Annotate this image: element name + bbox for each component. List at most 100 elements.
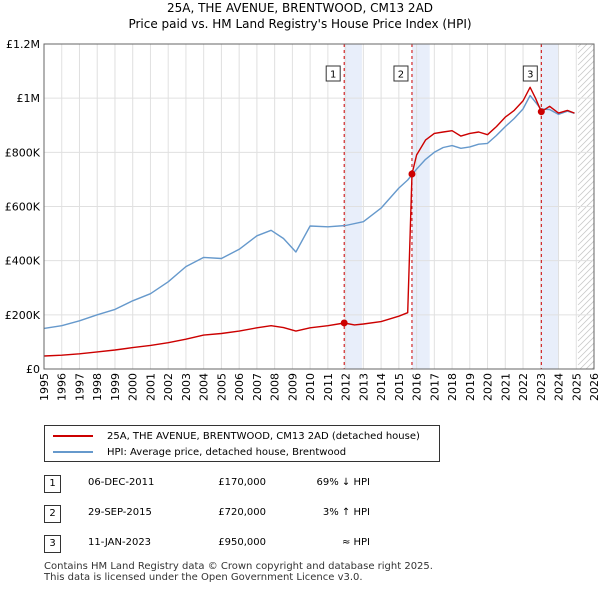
future-hatch (577, 66, 595, 84)
future-hatch (577, 120, 595, 138)
future-hatch (577, 43, 588, 54)
y-tick-label: £1M (17, 92, 41, 105)
future-hatch (577, 156, 595, 174)
future-hatch (577, 132, 595, 150)
x-tick-label: 2005 (215, 373, 228, 401)
future-hatch (577, 108, 595, 126)
x-tick-label: 2013 (357, 373, 370, 401)
future-hatch (579, 354, 595, 370)
x-tick-label: 2024 (553, 373, 566, 401)
sale-point (408, 170, 416, 178)
transaction-date: 29-SEP-2015 (88, 507, 152, 518)
x-tick-label: 2008 (269, 373, 282, 401)
y-tick-label: £400K (5, 255, 41, 268)
x-tick-label: 2017 (428, 373, 441, 401)
x-tick-label: 1998 (91, 373, 104, 401)
x-tick-label: 2016 (411, 373, 424, 401)
legend-item-hpi: HPI: Average price, detached house, Bren… (53, 445, 346, 459)
transaction-hpi: 69% ↓ HPI (316, 477, 370, 488)
hpi-series-line (43, 94, 575, 330)
future-hatch (577, 174, 595, 192)
future-hatch (577, 150, 595, 168)
x-tick-label: 1996 (56, 373, 69, 401)
future-hatch (577, 72, 595, 90)
future-hatch (577, 228, 595, 246)
future-hatch (577, 294, 595, 312)
future-hatch (577, 234, 595, 252)
marker-label-box (522, 65, 538, 82)
x-tick-label: 2000 (127, 373, 140, 401)
y-tick-label: £600K (5, 201, 41, 214)
future-hatch (577, 126, 595, 144)
transaction-date: 06-DEC-2011 (88, 477, 155, 488)
future-hatch (577, 90, 595, 108)
x-tick-label: 2019 (464, 373, 477, 401)
transaction-number: 2 (44, 505, 61, 523)
future-hatch (577, 336, 595, 354)
marker-label: 3 (527, 70, 533, 81)
x-tick-label: 2020 (482, 373, 495, 401)
x-tick-label: 2012 (340, 373, 353, 401)
future-hatch (577, 348, 595, 366)
future-hatch (577, 43, 594, 60)
future-hatch (577, 144, 595, 162)
transaction-price: £950,000 (218, 537, 266, 548)
future-hatch (577, 198, 595, 216)
legend-swatch-red (53, 435, 93, 437)
x-tick-label: 2003 (180, 373, 193, 401)
y-tick-label: £800K (5, 146, 41, 159)
legend: 25A, THE AVENUE, BRENTWOOD, CM13 2AD (de… (44, 425, 440, 462)
footer-copyright: Contains HM Land Registry data © Crown c… (44, 561, 433, 572)
chart-title: 25A, THE AVENUE, BRENTWOOD, CM13 2AD (166, 1, 434, 15)
x-tick-label: 2002 (162, 373, 175, 401)
x-tick-label: 2026 (588, 373, 600, 401)
y-tick-label: £200K (5, 309, 41, 322)
x-tick-label: 2014 (375, 373, 388, 401)
x-tick-label: 2010 (304, 373, 317, 401)
x-tick-label: 2025 (570, 373, 583, 401)
future-hatch (577, 204, 595, 222)
x-tick-label: 2004 (198, 373, 211, 401)
future-hatch (577, 162, 595, 180)
x-tick-label: 2021 (499, 373, 512, 401)
future-hatch (577, 210, 595, 228)
x-tick-label: 2011 (322, 373, 335, 401)
future-hatch (585, 360, 595, 370)
x-tick-label: 1997 (73, 373, 86, 401)
transaction-number: 3 (44, 535, 61, 553)
x-tick-label: 2023 (535, 373, 548, 401)
x-tick-label: 2001 (144, 373, 157, 401)
future-hatch (577, 276, 595, 294)
future-hatch (577, 288, 595, 306)
future-hatch (577, 78, 595, 96)
transaction-price: £720,000 (218, 507, 266, 518)
transaction-hpi: ≈ HPI (341, 537, 370, 548)
x-tick-label: 2018 (446, 373, 459, 401)
y-tick-label: £0 (26, 363, 40, 376)
future-hatch (577, 48, 595, 66)
future-hatch (577, 96, 595, 114)
x-tick-label: 2009 (286, 373, 299, 401)
sale-point (537, 108, 545, 116)
y-tick-label: £1.2M (6, 38, 40, 51)
legend-item-property: 25A, THE AVENUE, BRENTWOOD, CM13 2AD (de… (53, 429, 420, 443)
marker-label-box (393, 65, 409, 82)
marker-label: 2 (398, 70, 404, 81)
x-tick-label: 2006 (233, 373, 246, 401)
marker-label-box (325, 65, 341, 82)
x-tick-label: 2015 (393, 373, 406, 401)
future-hatch (577, 330, 595, 348)
future-hatch (577, 258, 595, 276)
marker-label: 1 (330, 70, 336, 81)
x-tick-label: 1995 (38, 373, 51, 401)
future-hatch (577, 240, 595, 258)
legend-swatch-blue (53, 451, 93, 453)
x-tick-label: 2007 (251, 373, 264, 401)
x-tick-label: 2022 (517, 373, 530, 401)
sale-point (340, 319, 348, 327)
future-hatch (577, 282, 595, 300)
future-hatch (577, 54, 595, 72)
future-hatch (577, 312, 595, 330)
future-hatch (577, 114, 595, 132)
footer-licence: This data is licensed under the Open Gov… (44, 572, 363, 583)
